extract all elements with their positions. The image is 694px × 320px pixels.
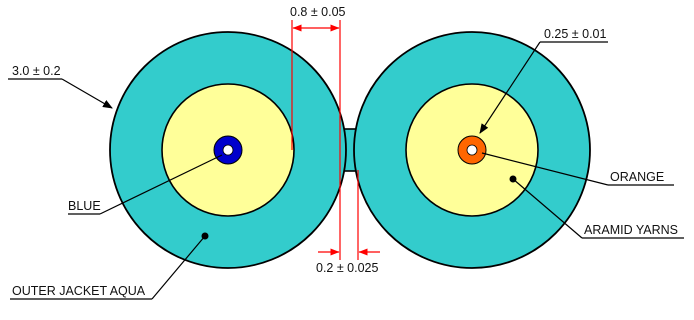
dimension-buffer-gap — [291, 20, 341, 260]
label-aramid-yarns: ARAMID YARNS — [584, 223, 678, 237]
label-buffer-gap: 0.8 ± 0.05 — [290, 5, 346, 19]
label-fiber-diameter: 0.25 ± 0.01 — [544, 27, 607, 41]
label-outer-jacket: OUTER JACKET AQUA — [12, 284, 146, 298]
label-blue: BLUE — [68, 199, 101, 213]
label-web-thickness: 0.2 ± 0.025 — [316, 261, 379, 275]
label-orange: ORANGE — [610, 170, 664, 184]
right-subunit — [353, 31, 591, 269]
label-outer-diameter: 3.0 ± 0.2 — [12, 64, 61, 78]
left-subunit — [109, 31, 347, 269]
right-fiber-core — [466, 144, 478, 156]
leader-lines — [8, 41, 684, 300]
dimension-web — [318, 170, 380, 260]
left-fiber-core — [222, 144, 234, 156]
